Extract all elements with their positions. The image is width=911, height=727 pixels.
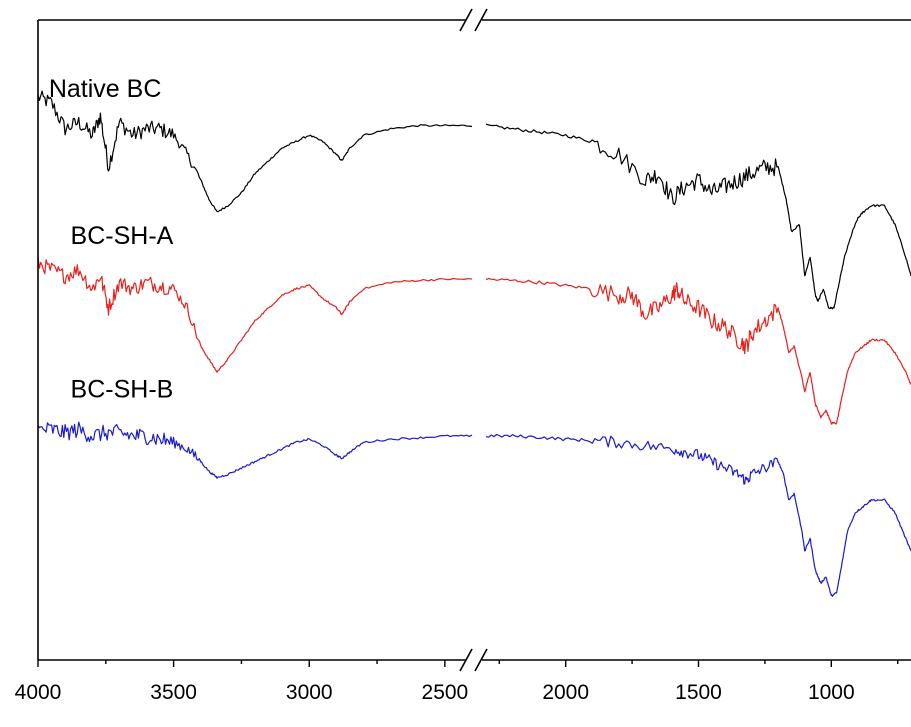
series-line-bc-sh-a-part-2 [485,277,911,425]
label-layer: 4000 3500 3000 2500 2000 1500 1000 Native BC BC-… [15,75,855,704]
x-tick-label-1000: 1000 [808,681,855,704]
axis-break-mark-top-1 [459,8,473,32]
series-label-bc-sh-b: BC-SH-B [71,376,174,404]
axis-layer [37,8,911,672]
x-tick-label-3500: 3500 [150,681,197,704]
x-tick-label-2500: 2500 [422,681,469,704]
series-line-bc-sh-b-part-1 [38,421,473,479]
series-line-bc-sh-b-part-2 [485,433,911,597]
series-label-native-bc: Native BC [49,75,162,103]
x-tick-label-4000: 4000 [15,681,62,704]
x-tick-label-3000: 3000 [286,681,333,704]
axis-break-mark-bottom-2 [474,648,488,672]
series-line-bc-sh-a-part-1 [38,256,473,373]
x-tick-label-2000: 2000 [542,681,589,704]
series-label-bc-sh-a: BC-SH-A [71,222,174,250]
series-line-native-bc-part-2 [485,123,911,310]
axis-break-mark-top-2 [474,8,488,32]
x-tick-label-1500: 1500 [675,681,722,704]
axis-break-mark-bottom-1 [459,648,473,672]
series-layer [38,90,911,597]
series-line-native-bc-part-1 [38,90,473,213]
